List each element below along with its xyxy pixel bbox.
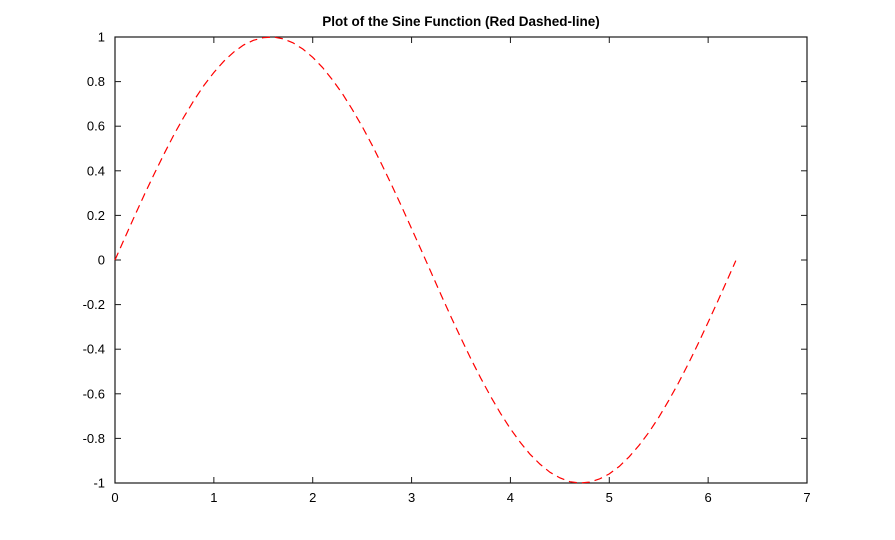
- y-tick-label: -0.4: [83, 342, 105, 357]
- x-tick-label: 5: [606, 490, 613, 505]
- axes-box: [114, 36, 808, 484]
- x-tick-label: 0: [111, 490, 118, 505]
- y-tick-label: 0: [98, 253, 105, 268]
- y-tick-label: -0.8: [83, 431, 105, 446]
- sine-curve: [114, 36, 737, 484]
- chart-title: Plot of the Sine Function (Red Dashed-li…: [322, 14, 600, 29]
- x-tick-label: 6: [705, 490, 712, 505]
- y-tick-label: 0.6: [87, 119, 105, 134]
- x-tick-label: 4: [507, 490, 514, 505]
- x-tick-label: 3: [408, 490, 415, 505]
- x-tick-label: 7: [803, 490, 810, 505]
- y-tick-label: -1: [93, 476, 105, 491]
- y-tick-label: 0.2: [87, 208, 105, 223]
- y-tick-label: -0.6: [83, 386, 105, 401]
- y-tick-label: 1: [98, 30, 105, 45]
- x-tick-label: 2: [309, 490, 316, 505]
- y-tick-label: 0.8: [87, 74, 105, 89]
- y-tick-label: -0.2: [83, 297, 105, 312]
- y-tick-label: 0.4: [87, 163, 105, 178]
- x-tick-label: 1: [210, 490, 217, 505]
